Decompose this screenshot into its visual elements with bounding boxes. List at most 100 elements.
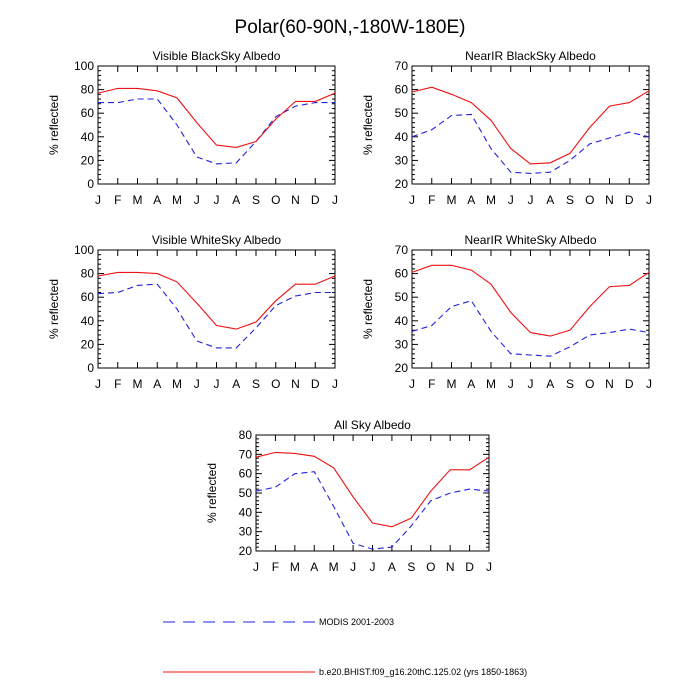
x-tick-label: A	[467, 193, 475, 207]
legend-label-2: b.e20.BHIST.f09_g16.20thC.125.02 (yrs 18…	[319, 667, 527, 677]
x-tick-label: S	[566, 377, 574, 391]
x-tick-label: M	[447, 377, 457, 391]
x-tick-label: M	[172, 377, 182, 391]
x-tick-label: J	[194, 193, 200, 207]
x-tick-label: F	[428, 193, 435, 207]
x-tick-label: S	[407, 560, 415, 574]
x-tick-label: M	[329, 560, 339, 574]
y-tick-label: 60	[81, 106, 95, 120]
y-tick-label: 20	[395, 361, 409, 375]
x-tick-label: N	[291, 377, 300, 391]
x-tick-label: M	[486, 193, 496, 207]
y-tick-label: 70	[395, 59, 409, 73]
y-tick-label: 30	[239, 525, 253, 539]
x-tick-label: A	[153, 377, 161, 391]
modis-series-line	[411, 300, 650, 357]
x-tick-label: A	[310, 560, 318, 574]
x-tick-label: M	[447, 193, 457, 207]
y-tick-label: 80	[81, 83, 95, 97]
y-tick-label: 40	[395, 130, 409, 144]
x-tick-label: J	[528, 193, 534, 207]
x-tick-label: O	[426, 560, 435, 574]
x-tick-label: N	[605, 193, 614, 207]
x-tick-label: M	[172, 193, 182, 207]
y-tick-label: 100	[74, 59, 94, 73]
y-tick-label: 20	[239, 544, 253, 558]
y-tick-label: 60	[395, 83, 409, 97]
panel-title: NearIR WhiteSky Albedo	[464, 233, 596, 247]
y-tick-label: 100	[74, 243, 94, 257]
y-tick-label: 40	[395, 314, 409, 328]
x-tick-label: M	[133, 193, 143, 207]
y-tick-label: 50	[395, 106, 409, 120]
x-tick-label: S	[252, 377, 260, 391]
plot-frame	[411, 65, 650, 185]
x-tick-label: O	[271, 377, 280, 391]
x-tick-label: J	[350, 560, 356, 574]
y-tick-label: 40	[239, 505, 253, 519]
panel-title: NearIR BlackSky Albedo	[465, 49, 596, 63]
y-tick-label: 0	[87, 177, 94, 191]
x-tick-label: D	[311, 193, 320, 207]
modis-series-line	[98, 98, 335, 165]
y-tick-label: 60	[81, 290, 95, 304]
x-tick-label: O	[271, 193, 280, 207]
x-tick-label: M	[290, 560, 300, 574]
x-tick-label: J	[95, 377, 101, 391]
figure-title: Polar(60-90N,-180W-180E)	[235, 17, 466, 38]
x-tick-label: A	[546, 377, 554, 391]
x-tick-label: J	[370, 560, 376, 574]
x-tick-label: J	[486, 560, 492, 574]
x-tick-label: J	[409, 377, 415, 391]
y-tick-label: 70	[239, 447, 253, 461]
panel-title: All Sky Albedo	[334, 418, 411, 432]
x-tick-label: J	[528, 377, 534, 391]
x-tick-label: A	[232, 193, 240, 207]
x-tick-label: J	[508, 193, 514, 207]
y-tick-label: 60	[395, 267, 409, 281]
x-tick-label: N	[446, 560, 455, 574]
legend: MODIS 2001-2003 b.e20.BHIST.f09_g16.20thC…	[163, 617, 527, 677]
y-axis-label: % reflected	[361, 279, 375, 339]
plot-frame	[97, 249, 336, 369]
x-tick-label: J	[409, 193, 415, 207]
y-tick-label: 40	[81, 314, 95, 328]
x-tick-label: J	[194, 377, 200, 391]
y-tick-label: 80	[81, 267, 95, 281]
model-series-line	[97, 87, 336, 148]
modis-series-line	[411, 113, 650, 174]
modis-series-line	[255, 471, 490, 550]
y-tick-label: 20	[395, 177, 409, 191]
x-tick-label: F	[114, 193, 121, 207]
legend-label-1: MODIS 2001-2003	[319, 617, 394, 627]
x-tick-label: J	[332, 193, 338, 207]
y-tick-label: 20	[81, 153, 95, 167]
x-tick-label: A	[153, 193, 161, 207]
x-tick-label: J	[646, 193, 652, 207]
x-tick-label: F	[428, 377, 435, 391]
x-tick-label: S	[566, 193, 574, 207]
model-series-line	[411, 264, 650, 337]
x-tick-label: F	[272, 560, 279, 574]
y-tick-label: 70	[395, 243, 409, 257]
model-series-line	[411, 86, 650, 165]
plot-frame	[411, 249, 650, 369]
x-tick-label: J	[508, 377, 514, 391]
x-tick-label: J	[253, 560, 259, 574]
panel-title: Visible BlackSky Albedo	[153, 49, 281, 63]
x-tick-label: J	[95, 193, 101, 207]
y-tick-label: 40	[81, 130, 95, 144]
x-tick-label: D	[311, 377, 320, 391]
x-tick-label: A	[546, 193, 554, 207]
y-tick-label: 60	[239, 467, 253, 481]
y-tick-label: 80	[239, 428, 253, 442]
x-tick-label: S	[252, 193, 260, 207]
x-tick-label: F	[114, 377, 121, 391]
y-tick-label: 30	[395, 153, 409, 167]
y-axis-label: % reflected	[361, 95, 375, 155]
